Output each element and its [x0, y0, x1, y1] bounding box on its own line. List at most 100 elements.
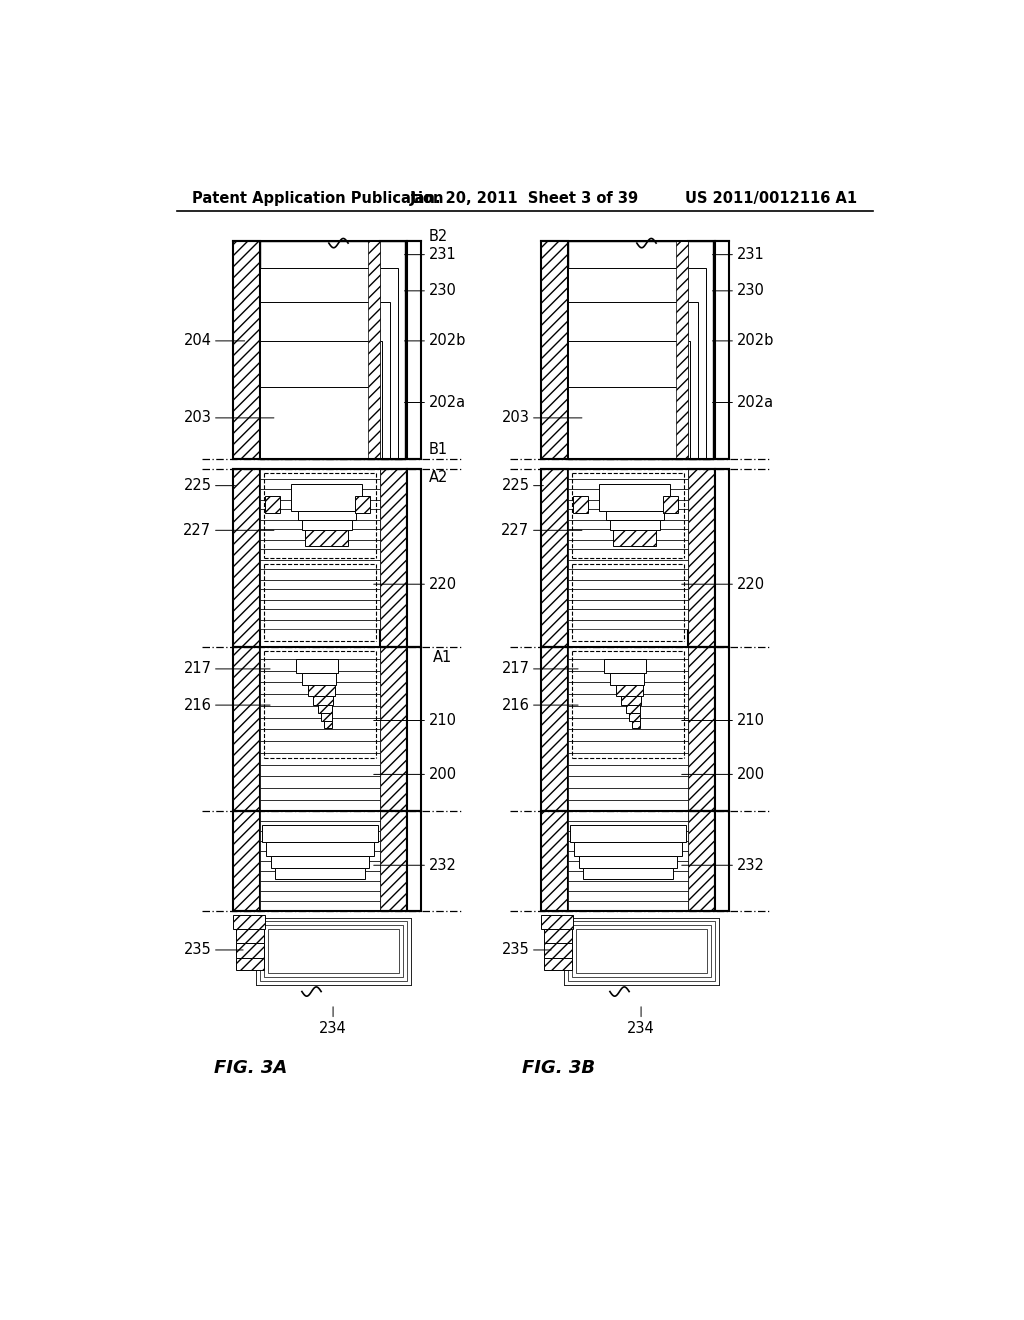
- Bar: [568, 387, 680, 459]
- Bar: [568, 268, 688, 284]
- Bar: [568, 871, 688, 882]
- Bar: [256, 917, 411, 985]
- Bar: [568, 508, 688, 520]
- Bar: [541, 469, 568, 647]
- Bar: [233, 812, 260, 911]
- Bar: [369, 240, 380, 458]
- Bar: [715, 240, 729, 458]
- Bar: [260, 549, 380, 560]
- Bar: [260, 647, 380, 659]
- Text: US 2011/0012116 A1: US 2011/0012116 A1: [685, 191, 857, 206]
- Bar: [688, 647, 715, 812]
- Bar: [260, 330, 380, 345]
- Bar: [260, 882, 380, 891]
- Bar: [568, 330, 688, 345]
- Bar: [264, 925, 403, 977]
- Bar: [260, 659, 380, 671]
- Bar: [568, 788, 688, 800]
- Text: FIG. 3A: FIG. 3A: [214, 1059, 287, 1077]
- Text: 231: 231: [404, 247, 457, 263]
- Bar: [260, 821, 380, 832]
- Bar: [621, 696, 641, 705]
- Bar: [715, 469, 729, 647]
- Bar: [233, 469, 260, 647]
- Bar: [260, 800, 380, 812]
- Bar: [260, 682, 380, 694]
- Bar: [541, 240, 568, 458]
- Bar: [260, 589, 380, 599]
- Bar: [568, 752, 688, 764]
- Bar: [233, 647, 260, 812]
- Bar: [407, 812, 421, 911]
- Bar: [568, 671, 688, 682]
- Bar: [407, 469, 421, 647]
- Text: 220: 220: [682, 577, 765, 591]
- Bar: [564, 917, 719, 985]
- Bar: [568, 240, 714, 458]
- Bar: [568, 488, 688, 499]
- Text: 202b: 202b: [713, 334, 774, 348]
- Bar: [237, 958, 264, 970]
- Bar: [260, 569, 380, 579]
- Bar: [568, 298, 688, 314]
- Bar: [568, 659, 688, 671]
- Bar: [572, 496, 588, 512]
- Bar: [292, 484, 362, 511]
- Bar: [613, 531, 656, 545]
- Bar: [260, 499, 380, 508]
- Bar: [568, 609, 688, 619]
- Bar: [262, 825, 378, 842]
- Bar: [568, 549, 688, 560]
- Text: 200: 200: [374, 767, 457, 781]
- Bar: [568, 256, 688, 268]
- Bar: [579, 855, 677, 869]
- Bar: [256, 917, 411, 985]
- Bar: [260, 520, 380, 529]
- Bar: [568, 240, 688, 256]
- Bar: [541, 915, 573, 929]
- Bar: [260, 599, 380, 609]
- Bar: [260, 764, 380, 776]
- Bar: [260, 619, 380, 628]
- Bar: [260, 706, 380, 718]
- Bar: [564, 917, 719, 985]
- Bar: [260, 240, 406, 458]
- Bar: [260, 921, 407, 981]
- Bar: [568, 520, 688, 529]
- Bar: [568, 921, 715, 981]
- Text: 232: 232: [682, 858, 765, 873]
- Text: 217: 217: [183, 661, 270, 676]
- Bar: [260, 609, 380, 619]
- Bar: [568, 589, 688, 599]
- Bar: [544, 958, 571, 970]
- Text: 235: 235: [502, 942, 551, 957]
- Bar: [380, 647, 407, 812]
- Bar: [260, 891, 380, 902]
- Bar: [260, 256, 380, 268]
- Bar: [568, 341, 690, 459]
- Bar: [568, 812, 688, 821]
- Bar: [260, 752, 380, 764]
- Bar: [568, 599, 688, 609]
- Bar: [260, 529, 380, 540]
- Bar: [568, 841, 688, 851]
- Bar: [568, 862, 688, 871]
- Bar: [570, 825, 686, 842]
- Bar: [380, 812, 407, 911]
- Bar: [380, 469, 407, 647]
- Bar: [260, 268, 397, 459]
- Bar: [610, 673, 644, 685]
- Bar: [267, 929, 399, 973]
- Bar: [260, 812, 380, 821]
- Bar: [544, 942, 571, 958]
- Text: 202b: 202b: [404, 334, 466, 348]
- Bar: [260, 508, 380, 520]
- Bar: [260, 560, 380, 569]
- Bar: [302, 520, 351, 531]
- Bar: [629, 713, 640, 721]
- Text: 216: 216: [502, 697, 579, 713]
- Bar: [264, 496, 280, 512]
- Bar: [354, 496, 370, 512]
- Bar: [575, 929, 708, 973]
- Bar: [313, 696, 333, 705]
